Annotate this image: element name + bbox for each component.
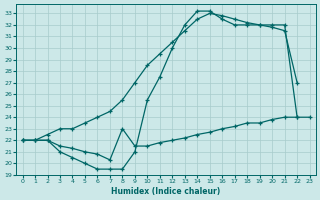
- X-axis label: Humidex (Indice chaleur): Humidex (Indice chaleur): [111, 187, 221, 196]
